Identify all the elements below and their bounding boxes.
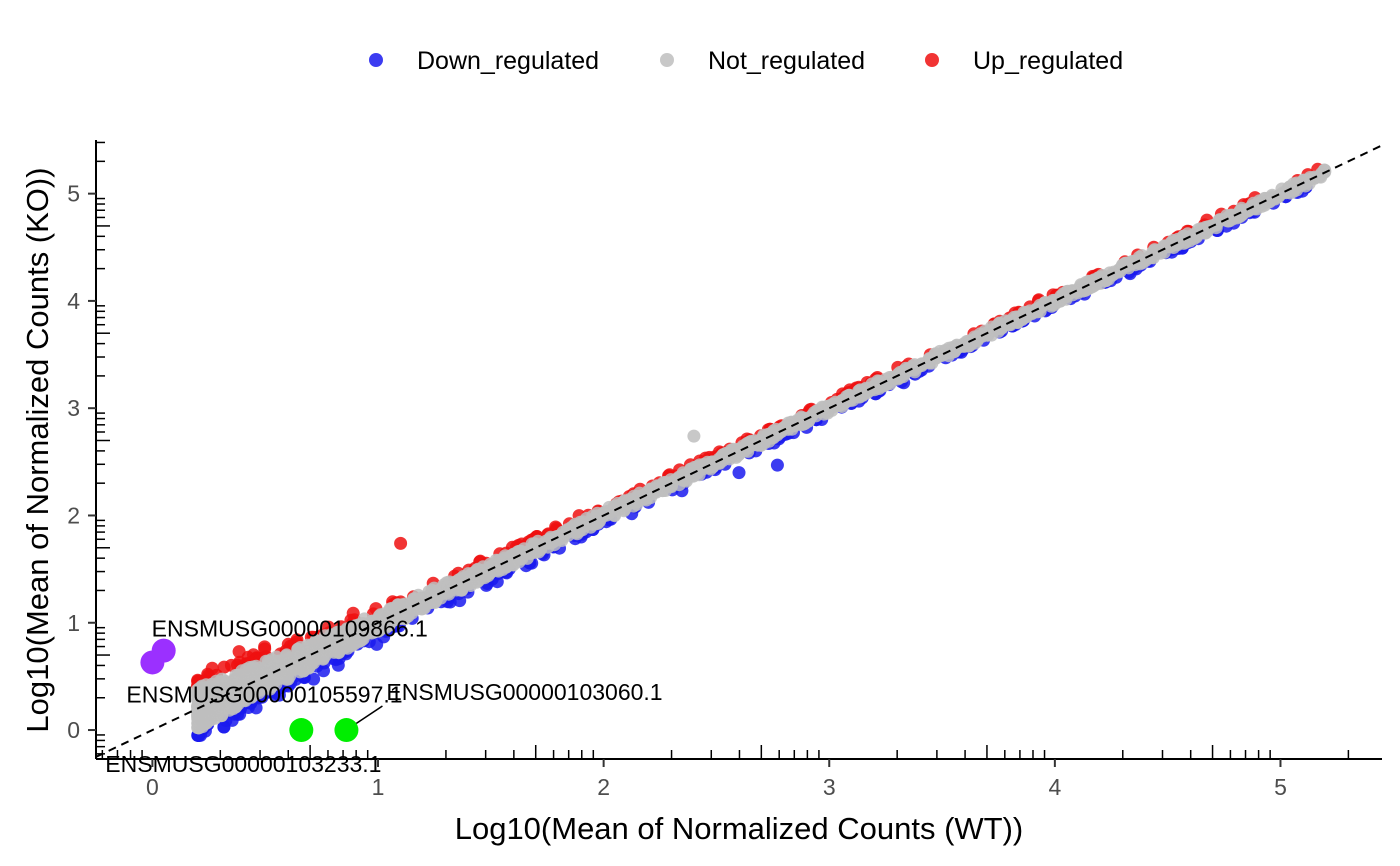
x-tick-label: 2 bbox=[597, 774, 610, 800]
gene-label: ENSMUSG00000105597.1 bbox=[126, 681, 402, 707]
legend-swatch-up bbox=[925, 53, 939, 67]
x-tick-label: 0 bbox=[146, 774, 159, 800]
data-point bbox=[785, 416, 798, 429]
data-point bbox=[747, 438, 760, 451]
highlighted-gene-point bbox=[140, 650, 164, 674]
y-tick-label: 0 bbox=[67, 717, 80, 743]
data-point bbox=[550, 530, 563, 543]
data-point bbox=[258, 640, 271, 653]
data-point bbox=[278, 661, 291, 674]
data-point bbox=[505, 549, 518, 562]
data-point bbox=[733, 466, 746, 479]
data-points bbox=[191, 163, 1331, 742]
data-point bbox=[797, 418, 810, 431]
x-tick-label: 4 bbox=[1048, 774, 1061, 800]
x-tick-label: 3 bbox=[823, 774, 836, 800]
data-point bbox=[713, 456, 726, 469]
data-point bbox=[248, 664, 261, 677]
y-tick-label: 5 bbox=[67, 181, 80, 207]
data-point bbox=[394, 537, 407, 550]
data-point bbox=[453, 578, 466, 591]
x-tick-label: 5 bbox=[1274, 774, 1287, 800]
y-tick-label: 1 bbox=[67, 610, 80, 636]
highlighted-genes: ENSMUSG00000109866.1 ENSMUSG00000105597.1… bbox=[105, 616, 662, 777]
legend-label-not: Not_regulated bbox=[708, 47, 865, 75]
data-point bbox=[687, 430, 700, 443]
x-axis-title: Log10(Mean of Normalized Counts (WT)) bbox=[455, 811, 1024, 846]
highlighted-gene-point bbox=[289, 718, 313, 742]
data-point bbox=[301, 646, 314, 659]
y-axis-title: Log10(Mean of Normalized Counts (KO)) bbox=[20, 167, 55, 732]
y-axis-ticks: 0 1 2 3 4 5 bbox=[67, 142, 110, 753]
data-point bbox=[215, 709, 228, 722]
data-point bbox=[206, 662, 219, 675]
data-point bbox=[1100, 274, 1113, 287]
data-point bbox=[771, 459, 784, 472]
x-tick-label: 1 bbox=[372, 774, 385, 800]
data-point bbox=[902, 362, 915, 375]
y-tick-label: 3 bbox=[67, 395, 80, 421]
highlighted-gene-point bbox=[334, 718, 358, 742]
data-point bbox=[1011, 316, 1024, 329]
data-point bbox=[1210, 218, 1223, 231]
gene-label: ENSMUSG00000109866.1 bbox=[152, 616, 428, 642]
legend: Down_regulated Not_regulated Up_regulate… bbox=[369, 47, 1123, 75]
legend-label-down: Down_regulated bbox=[417, 47, 599, 75]
legend-swatch-not bbox=[660, 53, 674, 67]
data-point bbox=[636, 489, 649, 502]
data-point bbox=[869, 379, 882, 392]
y-tick-label: 4 bbox=[67, 288, 80, 314]
data-point bbox=[974, 330, 987, 343]
legend-swatch-down bbox=[369, 53, 383, 67]
gene-label: ENSMUSG00000103060.1 bbox=[386, 679, 662, 705]
legend-label-up: Up_regulated bbox=[973, 47, 1123, 75]
data-point bbox=[1079, 278, 1092, 291]
data-point bbox=[528, 543, 541, 556]
y-tick-label: 2 bbox=[67, 502, 80, 528]
